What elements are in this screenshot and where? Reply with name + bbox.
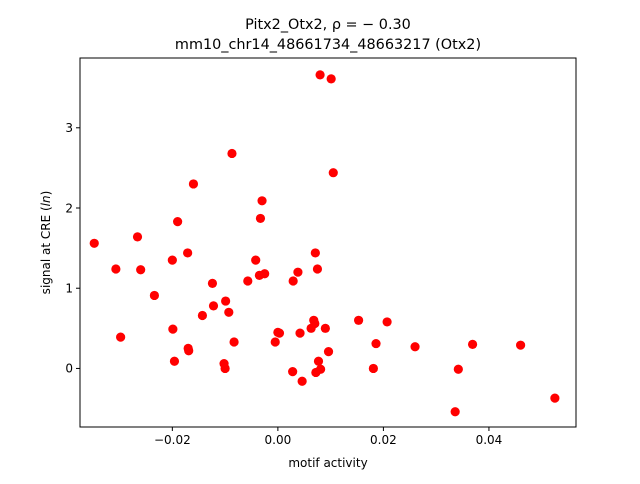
data-point <box>183 248 193 258</box>
data-point <box>550 393 560 403</box>
data-point <box>312 264 323 274</box>
data-point <box>368 363 378 374</box>
data-point <box>251 255 261 265</box>
data-point <box>221 296 231 306</box>
data-point <box>227 148 237 159</box>
data-point <box>208 301 219 311</box>
data-point <box>323 347 334 357</box>
data-point <box>116 332 126 342</box>
y-axis-label-prefix: signal at CRE ( <box>39 206 53 294</box>
y-axis-label-italic: ln <box>39 195 53 206</box>
data-point <box>89 238 99 248</box>
y-tick-label: 1 <box>65 282 73 296</box>
x-tick-label: 0.00 <box>265 433 292 447</box>
x-axis-ticks: −0.02 0.00 0.02 0.04 <box>154 427 502 447</box>
data-point <box>274 328 285 338</box>
data-point <box>516 340 526 350</box>
x-axis-label: motif activity <box>288 456 367 470</box>
data-point <box>450 407 460 417</box>
data-point <box>224 307 234 317</box>
chart-title-line1: Pitx2_Otx2, ρ = − 0.30 <box>245 17 411 33</box>
data-point <box>184 346 194 356</box>
data-point <box>188 179 199 189</box>
data-point <box>354 315 364 325</box>
y-axis-ticks: 0 1 2 3 <box>65 121 80 376</box>
data-point <box>197 310 208 321</box>
data-point <box>220 363 230 374</box>
data-points <box>89 70 560 417</box>
data-point <box>295 328 305 338</box>
y-tick-label: 2 <box>65 201 73 215</box>
chart-title-main: Pitx2_Otx2, <box>245 17 332 33</box>
data-point <box>328 168 338 178</box>
data-point <box>371 338 381 349</box>
data-point <box>310 248 320 258</box>
data-point <box>255 213 266 224</box>
data-point <box>313 356 324 366</box>
data-point <box>260 269 270 279</box>
data-point <box>410 342 420 352</box>
data-point <box>320 323 330 333</box>
y-tick-label: 0 <box>65 362 73 376</box>
data-point <box>315 70 325 80</box>
data-point <box>288 367 298 377</box>
data-point <box>229 337 239 347</box>
data-point <box>132 232 143 242</box>
data-point <box>382 317 392 327</box>
data-point <box>243 276 253 286</box>
x-tick-label: −0.02 <box>154 433 191 447</box>
data-point <box>173 217 183 227</box>
data-point <box>167 255 177 265</box>
data-point <box>453 364 463 374</box>
plot-frame <box>79 57 577 428</box>
x-tick-label: 0.02 <box>370 433 397 447</box>
data-point <box>168 324 178 334</box>
data-point <box>293 267 303 277</box>
data-point <box>316 364 326 374</box>
data-point <box>149 290 159 301</box>
data-point <box>270 337 280 347</box>
y-axis-label: signal at CRE (ln) <box>39 191 53 295</box>
data-point <box>136 265 146 275</box>
data-point <box>467 339 478 349</box>
data-point <box>169 356 180 366</box>
data-point <box>310 318 320 329</box>
y-tick-label: 3 <box>65 121 73 135</box>
data-point <box>207 278 218 289</box>
y-axis-label-suffix: ) <box>39 191 53 196</box>
data-point <box>288 276 298 286</box>
chart-title-line2: mm10_chr14_48661734_48663217 (Otx2) <box>175 37 481 53</box>
x-tick-label: 0.04 <box>476 433 503 447</box>
data-point <box>326 74 336 84</box>
data-point <box>111 264 121 274</box>
data-point <box>257 196 267 206</box>
data-point <box>297 376 307 386</box>
chart-title-rho: ρ = − 0.30 <box>332 17 411 33</box>
